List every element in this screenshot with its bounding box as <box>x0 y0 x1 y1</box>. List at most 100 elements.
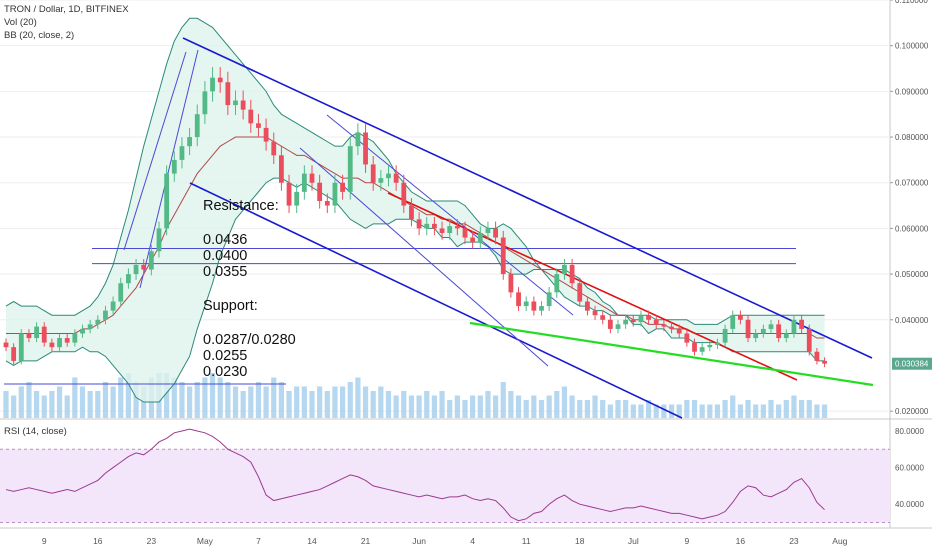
date-tick-label: 9 <box>684 536 689 546</box>
candle-body <box>715 342 720 345</box>
date-tick-label: 14 <box>307 536 317 546</box>
date-tick-label: 9 <box>42 536 47 546</box>
date-tick-label: May <box>197 536 214 546</box>
candle-body <box>447 226 453 233</box>
candle-body <box>3 342 9 348</box>
volume-bar <box>691 400 698 418</box>
rsi-tick-label: 80.0000 <box>895 427 924 436</box>
green-support-line <box>469 321 874 387</box>
volume-bar <box>600 400 606 418</box>
candle-body <box>393 173 399 183</box>
volume-bar <box>791 395 797 418</box>
volume-bar <box>424 391 430 418</box>
volume-bar <box>301 386 307 418</box>
candle-body <box>600 315 606 320</box>
candle-body <box>332 182 338 206</box>
candle-body <box>661 324 667 327</box>
candle-body <box>156 228 162 252</box>
rsi-band-fill <box>0 449 890 523</box>
volume-bar <box>232 386 239 418</box>
candle-body <box>126 274 131 284</box>
volume-bar <box>760 404 766 418</box>
candle-body <box>730 315 736 329</box>
volume-bar <box>676 404 682 418</box>
candle-body <box>508 274 514 293</box>
volume-bar <box>18 386 24 418</box>
candle-body <box>41 326 47 343</box>
volume-bar <box>347 382 353 418</box>
date-tick-label: 7 <box>256 536 261 546</box>
candle-body <box>133 264 139 275</box>
candle-body <box>263 127 269 142</box>
support-level-2: 0.0255 <box>203 348 248 364</box>
candle-body <box>439 228 445 233</box>
volume-bar <box>209 373 216 418</box>
volume-bar <box>462 400 468 418</box>
candle-body <box>546 292 552 307</box>
volume-bar <box>745 400 751 418</box>
candle-body <box>638 315 644 323</box>
price-tick-label: 0.100000 <box>895 42 929 51</box>
volume-bar <box>187 386 193 418</box>
candle-body <box>669 326 674 329</box>
volume-bar <box>194 382 200 418</box>
price-tick-label: 0.080000 <box>895 133 929 142</box>
candle-body <box>623 319 629 325</box>
candle-body <box>783 333 789 339</box>
volume-bar <box>753 404 759 418</box>
candle-body <box>233 100 238 106</box>
rsi-line <box>5 428 825 522</box>
date-tick-label: 23 <box>789 536 799 546</box>
candle-body <box>409 205 414 220</box>
volume-indicator-label: Vol (20) <box>4 17 37 28</box>
candle-body <box>340 182 345 192</box>
candle-body <box>72 333 78 343</box>
volume-bar <box>370 391 376 418</box>
volume-bar <box>11 395 17 418</box>
candle-body <box>118 283 124 302</box>
candle-body <box>646 315 651 320</box>
volume-bar <box>26 382 32 418</box>
candle-body <box>240 100 246 110</box>
volume-bar <box>164 373 170 418</box>
volume-bar <box>118 377 124 418</box>
candle-body <box>799 319 804 329</box>
volume-bar <box>248 386 254 418</box>
resistance-level-3: 0.0355 <box>203 264 248 280</box>
uptrend-line-right <box>123 51 187 251</box>
volume-bar <box>546 395 552 418</box>
candle-body <box>607 319 613 329</box>
volume-bar <box>49 391 55 418</box>
volume-bar <box>324 391 330 418</box>
volume-bar <box>317 386 323 418</box>
candle-body <box>164 173 170 229</box>
candle-body <box>653 319 659 325</box>
candle-body <box>271 141 277 156</box>
candle-body <box>416 219 422 229</box>
volume-bar <box>95 391 101 418</box>
uptrend-line-left <box>139 49 199 289</box>
candle-body <box>18 333 24 361</box>
candle-body <box>225 82 231 106</box>
bollinger-upper-band <box>5 17 825 325</box>
candle-body <box>217 77 223 83</box>
candle-body <box>707 344 713 348</box>
candle-body <box>562 264 567 275</box>
volume-bar <box>102 382 109 418</box>
rsi-tick-label: 60.0000 <box>895 464 924 473</box>
candle-body <box>80 328 85 334</box>
candle-body <box>294 191 300 206</box>
volume-bar <box>799 400 805 418</box>
candle-body <box>26 333 32 339</box>
candle-body <box>378 178 384 183</box>
last-price-label: 0.030384 <box>895 360 929 369</box>
price-tick-label: 0.020000 <box>895 407 929 416</box>
volume-bar <box>814 404 820 418</box>
volume-bar <box>41 395 47 418</box>
volume-bar <box>508 391 514 418</box>
support-title: Support: <box>203 298 258 314</box>
price-tick-label: 0.090000 <box>895 87 929 96</box>
candle-body <box>585 301 590 311</box>
resistance-title: Resistance: <box>203 198 279 214</box>
